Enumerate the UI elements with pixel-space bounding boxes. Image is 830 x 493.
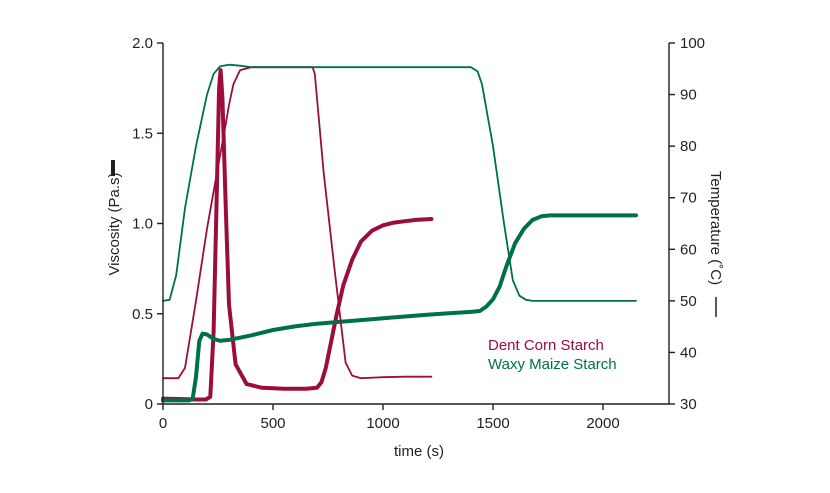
y-right-tick-label: 40 xyxy=(680,344,697,361)
x-tick-label: 2000 xyxy=(586,415,619,432)
x-ticks: 0 500 1000 1500 2000 xyxy=(159,404,620,432)
y-right-tick-label: 60 xyxy=(680,241,697,258)
y-left-tick-label: 0.5 xyxy=(132,306,153,323)
dent-corn-starch-viscosity-line xyxy=(161,68,434,402)
waxy-maize-starch-temperature-line xyxy=(162,63,637,302)
y-left-tick-label: 2.0 xyxy=(132,35,153,52)
legend: Dent Corn Starch Waxy Maize Starch xyxy=(488,337,617,373)
waxy-maize-starch-viscosity-line xyxy=(161,213,638,403)
left-axis-label: Viscosity (Pa.s) xyxy=(106,172,123,275)
y-right-tick-label: 100 xyxy=(680,35,705,52)
x-tick-label: 1000 xyxy=(366,415,399,432)
x-tick-label: 500 xyxy=(260,415,285,432)
y-right-tick-label: 50 xyxy=(680,293,697,310)
legend-dent-corn: Dent Corn Starch xyxy=(488,337,604,354)
y-right-tick-label: 90 xyxy=(680,87,697,104)
y-right-tick-label: 30 xyxy=(680,396,697,413)
x-axis-label: time (s) xyxy=(394,443,444,460)
plot-lines xyxy=(161,63,638,403)
y-right-ticks: 30 40 50 60 70 80 90 100 xyxy=(669,35,705,413)
x-tick-label: 0 xyxy=(159,415,167,432)
x-tick-label: 1500 xyxy=(476,415,509,432)
y-right-tick-label: 80 xyxy=(680,138,697,155)
y-right-tick-label: 70 xyxy=(680,190,697,207)
y-left-tick-label: 1.0 xyxy=(132,216,153,233)
legend-waxy-maize: Waxy Maize Starch xyxy=(488,356,617,373)
right-axis-label: Temperature (˚C) xyxy=(707,171,724,285)
y-left-tick-label: 1.5 xyxy=(132,125,153,142)
y-left-tick-label: 0 xyxy=(145,396,153,413)
y-left-ticks: 0 0.5 1.0 1.5 2.0 xyxy=(132,35,163,413)
